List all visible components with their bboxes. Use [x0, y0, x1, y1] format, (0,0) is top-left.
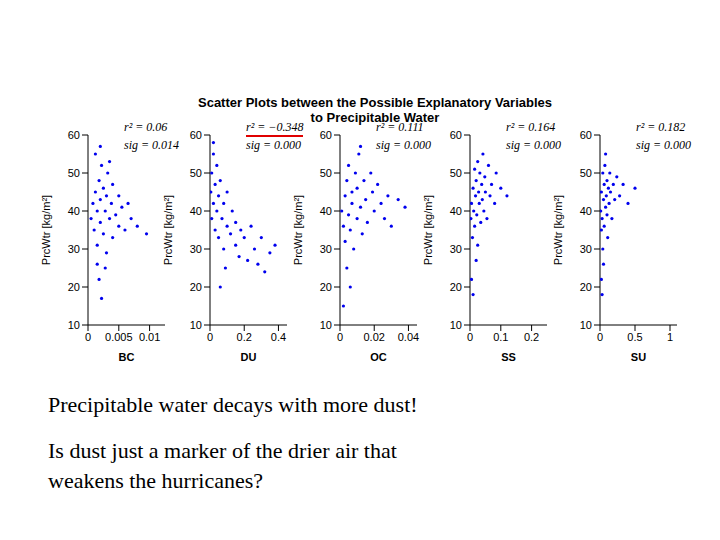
svg-text:20: 20 — [580, 281, 592, 293]
svg-text:50: 50 — [320, 167, 332, 179]
svg-text:30: 30 — [580, 243, 592, 255]
svg-text:60: 60 — [580, 130, 592, 141]
svg-text:0.2: 0.2 — [237, 331, 252, 343]
svg-text:50: 50 — [190, 167, 202, 179]
svg-text:0: 0 — [467, 331, 473, 343]
svg-text:50: 50 — [450, 167, 462, 179]
svg-text:40: 40 — [580, 205, 592, 217]
svg-text:10: 10 — [68, 319, 80, 331]
html-text:r² = 0.182: r² = 0.182 — [636, 120, 686, 134]
svg-text:10: 10 — [580, 319, 592, 331]
svg-text:20: 20 — [320, 281, 332, 293]
html-text:Scatter Plots between the Poss: Scatter Plots between the Possible Expla… — [198, 95, 552, 110]
svg-text:0: 0 — [597, 331, 603, 343]
html-text:sig = 0.000: sig = 0.000 — [246, 138, 302, 152]
svg-text:PrcWtr [kg/m²]: PrcWtr [kg/m²] — [422, 195, 434, 265]
svg-text:0: 0 — [85, 331, 91, 343]
svg-text:0.4: 0.4 — [271, 331, 286, 343]
html-text:r² = 0.164: r² = 0.164 — [506, 120, 556, 134]
svg-text:20: 20 — [190, 281, 202, 293]
svg-text:0.04: 0.04 — [398, 331, 419, 343]
svg-text:10: 10 — [320, 319, 332, 331]
svg-text:0.2: 0.2 — [524, 331, 539, 343]
svg-text:PrcWtr [kg/m²]: PrcWtr [kg/m²] — [162, 195, 174, 265]
svg-text:40: 40 — [450, 205, 462, 217]
html-text:Is dust just a marker of the d: Is dust just a marker of the drier air t… — [48, 438, 397, 463]
svg-text:DU: DU — [241, 351, 257, 363]
svg-text:10: 10 — [450, 319, 462, 331]
svg-text:PrcWtr [kg/m²]: PrcWtr [kg/m²] — [292, 195, 304, 265]
svg-text:10: 10 — [190, 319, 202, 331]
svg-text:50: 50 — [580, 167, 592, 179]
svg-text:0.5: 0.5 — [627, 331, 642, 343]
svg-text:60: 60 — [68, 130, 80, 141]
svg-text:0.02: 0.02 — [364, 331, 385, 343]
svg-text:20: 20 — [68, 281, 80, 293]
html-text:r² = 0.111: r² = 0.111 — [376, 120, 424, 134]
html-text:weakens the hurricanes?: weakens the hurricanes? — [48, 468, 263, 493]
html-text:r² = −0.348: r² = −0.348 — [246, 120, 304, 134]
svg-text:0.005: 0.005 — [105, 331, 133, 343]
svg-text:60: 60 — [450, 130, 462, 141]
svg-text:60: 60 — [320, 130, 332, 141]
svg-text:SU: SU — [631, 351, 646, 363]
svg-text:BC: BC — [119, 351, 135, 363]
svg-text:30: 30 — [190, 243, 202, 255]
svg-text:PrcWtr [kg/m²]: PrcWtr [kg/m²] — [40, 195, 52, 265]
svg-text:PrcWtr [kg/m²]: PrcWtr [kg/m²] — [552, 195, 564, 265]
svg-text:50: 50 — [68, 167, 80, 179]
svg-text:OC: OC — [370, 351, 387, 363]
svg-text:0.1: 0.1 — [493, 331, 508, 343]
html-text:sig = 0.014: sig = 0.014 — [124, 138, 180, 152]
svg-text:0.01: 0.01 — [139, 331, 160, 343]
html-text:Precipitable water decays with: Precipitable water decays with more dust… — [48, 392, 418, 417]
svg-text:30: 30 — [68, 243, 80, 255]
svg-text:40: 40 — [68, 205, 80, 217]
svg-text:SS: SS — [501, 351, 516, 363]
svg-text:20: 20 — [450, 281, 462, 293]
svg-text:0: 0 — [207, 331, 213, 343]
html-text:sig = 0.000: sig = 0.000 — [636, 138, 692, 152]
html-text:r² = 0.06: r² = 0.06 — [124, 120, 168, 134]
svg-text:40: 40 — [320, 205, 332, 217]
svg-text:40: 40 — [190, 205, 202, 217]
svg-text:30: 30 — [450, 243, 462, 255]
svg-text:60: 60 — [190, 130, 202, 141]
svg-text:1: 1 — [667, 331, 673, 343]
svg-text:0: 0 — [337, 331, 343, 343]
html-text:sig = 0.000: sig = 0.000 — [506, 138, 562, 152]
html-text:sig = 0.000: sig = 0.000 — [376, 138, 432, 152]
svg-text:30: 30 — [320, 243, 332, 255]
html-text:to Precipitable Water: to Precipitable Water — [310, 110, 440, 125]
